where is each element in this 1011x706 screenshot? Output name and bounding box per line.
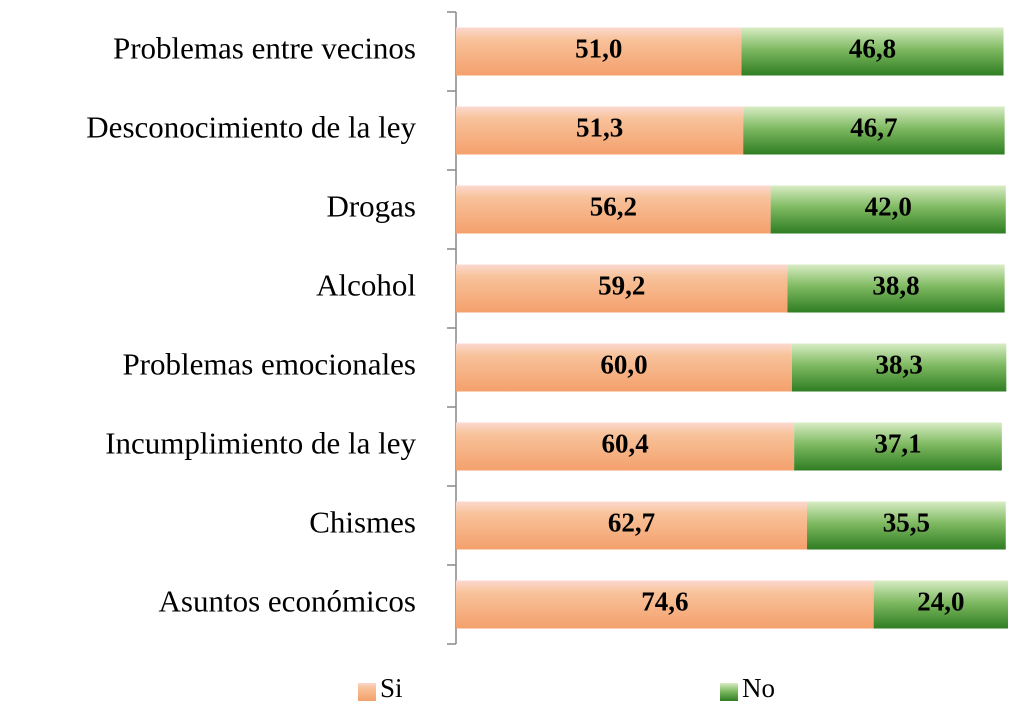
data-label: 74,6 [641, 587, 688, 617]
legend-swatch [358, 683, 376, 701]
data-label: 56,2 [590, 192, 637, 222]
bar-segment [873, 580, 1008, 629]
data-label: 59,2 [598, 271, 645, 301]
bar-segment [456, 27, 742, 76]
bar-segment [456, 501, 808, 550]
bar-segment [456, 422, 795, 471]
bar-segment [770, 185, 1006, 234]
data-label: 35,5 [883, 508, 930, 538]
bar-segment [791, 343, 1007, 392]
bar-segment [456, 106, 744, 155]
category-label: Asuntos económicos [159, 584, 416, 619]
category-label: Alcohol [316, 268, 416, 303]
bar-segment [741, 27, 1004, 76]
category-label: Desconocimiento de la ley [86, 110, 416, 145]
category-label: Problemas emocionales [122, 347, 416, 382]
data-label: 62,7 [608, 508, 655, 538]
data-label: 51,0 [575, 34, 622, 64]
legend-label: Si [380, 673, 403, 703]
data-label: 37,1 [874, 429, 921, 459]
data-label: 46,7 [850, 113, 897, 143]
legend-label: No [742, 673, 775, 703]
bar-segment [456, 580, 874, 629]
data-label: 38,8 [872, 271, 919, 301]
data-label: 60,0 [600, 350, 647, 380]
category-label: Incumplimiento de la ley [105, 426, 416, 461]
data-label: 60,4 [601, 429, 648, 459]
data-label: 42,0 [865, 192, 912, 222]
category-label: Problemas entre vecinos [113, 31, 416, 66]
bar-segment [787, 264, 1005, 313]
bar-segment [794, 422, 1002, 471]
data-label: 51,3 [576, 113, 623, 143]
bar-segment [456, 185, 771, 234]
bar-segment [807, 501, 1006, 550]
bar-segment [456, 264, 788, 313]
legend-swatch [720, 683, 738, 701]
category-label: Chismes [309, 505, 416, 540]
data-label: 38,3 [875, 350, 922, 380]
data-label: 24,0 [917, 587, 964, 617]
category-label: Drogas [326, 189, 416, 224]
bar-segment [456, 343, 792, 392]
bar-segment [743, 106, 1005, 155]
data-label: 46,8 [849, 34, 896, 64]
